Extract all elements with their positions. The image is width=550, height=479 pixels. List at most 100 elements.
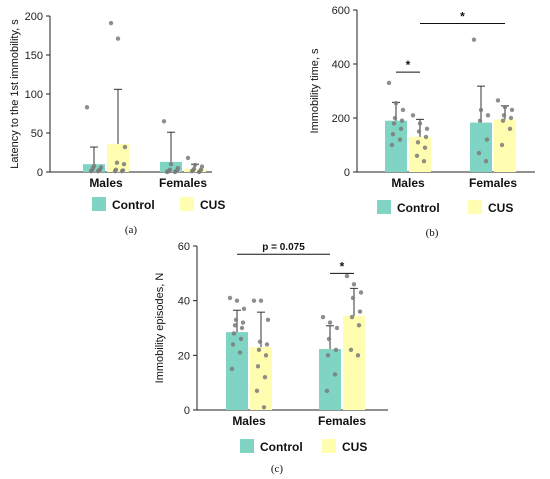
data-point <box>356 323 362 328</box>
data-point <box>258 298 264 303</box>
data-point <box>389 142 395 148</box>
data-point <box>500 118 506 123</box>
y-tick-label: 600 <box>332 5 350 17</box>
legend-swatch-cus <box>180 197 194 211</box>
data-point <box>265 317 271 322</box>
y-tick-label: 60 <box>178 241 190 253</box>
data-point <box>262 375 268 380</box>
legend-label-control: Control <box>112 198 155 212</box>
data-point <box>393 100 399 106</box>
data-point <box>424 126 430 131</box>
data-point <box>161 119 167 124</box>
data-point <box>233 317 239 322</box>
y-tick-label: 0 <box>344 167 350 179</box>
y-tick-label: 400 <box>332 59 350 71</box>
data-point <box>256 347 262 353</box>
data-point <box>84 105 90 110</box>
legend-label-control: Control <box>260 440 303 454</box>
data-point <box>327 320 333 325</box>
bar-cus-females <box>343 315 365 410</box>
panel-label: (c) <box>271 463 284 475</box>
x-tick-label: Females <box>318 414 366 428</box>
y-tick-label: 20 <box>178 350 190 362</box>
data-point <box>508 115 514 121</box>
panel-label: (a) <box>125 224 138 236</box>
data-point <box>421 159 427 164</box>
chart-panel-3: 0 20 40 60 Immobility episodes, N Males Female… <box>154 241 388 475</box>
legend-swatch-cus <box>322 439 336 453</box>
data-point <box>325 353 331 358</box>
y-tick-label: 100 <box>25 89 43 101</box>
data-point <box>230 342 236 347</box>
panel-label: (b) <box>426 227 439 239</box>
data-point <box>240 320 246 325</box>
y-tick-label: 0 <box>37 167 43 179</box>
data-point <box>257 339 263 344</box>
data-point <box>349 314 355 320</box>
data-point <box>241 306 247 312</box>
data-point <box>255 364 261 369</box>
legend-label-cus: CUS <box>200 198 225 212</box>
data-point <box>108 20 114 26</box>
chart-panel-1: 0 50 100 150 200 Latency to the 1st immobilit… <box>9 11 225 236</box>
x-tick-label: Males <box>89 176 123 190</box>
data-point <box>415 140 421 145</box>
y-tick-label: 200 <box>25 11 43 23</box>
data-point <box>112 169 118 174</box>
y-tick-label: 50 <box>31 128 43 140</box>
data-point <box>334 325 340 331</box>
data-point <box>263 353 269 358</box>
data-point <box>358 290 364 295</box>
data-point <box>476 150 482 156</box>
data-point <box>495 98 501 103</box>
data-point <box>122 144 128 150</box>
data-point <box>390 132 396 137</box>
data-point <box>509 107 515 113</box>
bar-control-males <box>385 120 407 172</box>
data-point <box>324 388 330 394</box>
data-point <box>485 113 491 118</box>
legend: Control CUS <box>377 200 513 215</box>
data-point <box>391 121 397 126</box>
significance-label: p = 0.075 <box>262 242 305 253</box>
data-point <box>351 282 357 287</box>
x-tick-label: Males <box>391 176 425 190</box>
legend-label-cus: CUS <box>488 201 513 215</box>
chart-panel-2: 0 200 400 600 Immobility time, s Males Females… <box>309 5 535 239</box>
data-point <box>185 155 191 161</box>
data-point <box>168 162 174 167</box>
data-point <box>471 37 477 42</box>
data-point <box>164 169 170 175</box>
data-point <box>417 121 423 126</box>
bar-cus-males <box>250 347 272 410</box>
legend-swatch-cus <box>468 200 482 214</box>
data-point <box>172 169 178 175</box>
data-point <box>239 325 245 331</box>
legend-label-control: Control <box>397 201 440 215</box>
data-point <box>192 162 198 168</box>
legend: Control CUS <box>92 197 225 212</box>
legend-swatch-control <box>92 197 106 211</box>
y-axis-label: Immobility episodes, N <box>154 273 166 384</box>
data-point <box>344 273 350 279</box>
bar-control-females <box>160 161 182 172</box>
data-point <box>320 314 326 320</box>
y-tick-label: 150 <box>25 50 43 62</box>
significance-label: * <box>406 58 411 72</box>
data-point <box>397 137 403 142</box>
x-tick-label: Females <box>469 176 517 190</box>
data-point <box>88 169 94 174</box>
y-axis-label: Immobility time, s <box>309 48 321 133</box>
legend-swatch-control <box>377 200 391 214</box>
data-point <box>264 342 270 347</box>
data-point <box>238 336 244 342</box>
data-point <box>414 153 420 158</box>
data-point <box>507 126 513 131</box>
data-point <box>196 169 202 175</box>
data-point <box>410 113 416 118</box>
data-point <box>423 134 429 140</box>
data-point <box>386 80 392 86</box>
data-point <box>114 160 120 165</box>
data-point <box>484 137 490 142</box>
